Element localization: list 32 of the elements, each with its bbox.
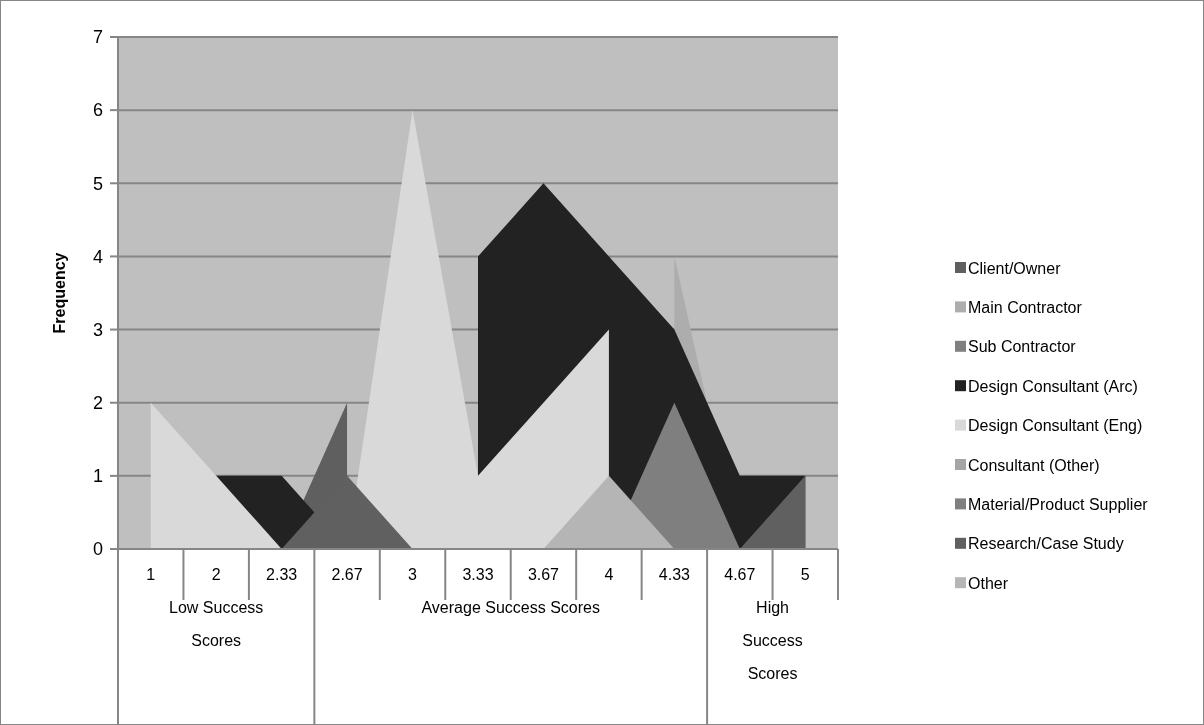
x-tick-label: 3.67 xyxy=(527,566,560,583)
y-tick-label: 4 xyxy=(92,246,104,267)
x-tick-label: 5 xyxy=(800,566,810,583)
x-tick-label: 2.33 xyxy=(266,566,298,583)
y-tick-label: 7 xyxy=(92,27,104,48)
legend-label: Design Consultant (Arc) xyxy=(968,377,1138,395)
y-tick-label: 3 xyxy=(92,319,104,340)
y-axis-title: Frequency xyxy=(51,252,68,334)
legend-label: Other xyxy=(968,574,1009,592)
x-tick-label: 4 xyxy=(604,566,614,583)
y-tick-label: 5 xyxy=(92,173,104,194)
text: High Success Scores xyxy=(742,599,803,682)
legend-label: Material/Product Supplier xyxy=(968,496,1149,513)
x-tick-label: 3.33 xyxy=(462,566,494,583)
y-tick-label: 2 xyxy=(92,393,104,414)
x-tick-label: 4.67 xyxy=(724,566,756,583)
x-tick-label: 1 xyxy=(146,566,156,583)
legend-label: Design Consultant (Eng) xyxy=(968,417,1143,435)
legend-label: Consultant (Other) xyxy=(968,456,1100,474)
x-tick-label: 4.33 xyxy=(658,566,691,583)
x-tick-label: 2.67 xyxy=(331,566,363,583)
text: Low Success Scores xyxy=(169,599,264,649)
legend-label: Main Contractor xyxy=(968,299,1083,316)
x-tick-label: 2 xyxy=(211,566,221,583)
legend-label: Sub Contractor xyxy=(968,338,1077,356)
legend-label: Research/Case Study xyxy=(968,535,1124,553)
y-tick-label: 0 xyxy=(92,539,104,560)
text: Average Success Scores xyxy=(421,599,600,616)
y-tick-label: 1 xyxy=(92,466,104,487)
x-tick-label: 3 xyxy=(408,566,418,583)
legend-label: Client/Owner xyxy=(968,259,1062,277)
y-tick-label: 6 xyxy=(92,100,104,121)
